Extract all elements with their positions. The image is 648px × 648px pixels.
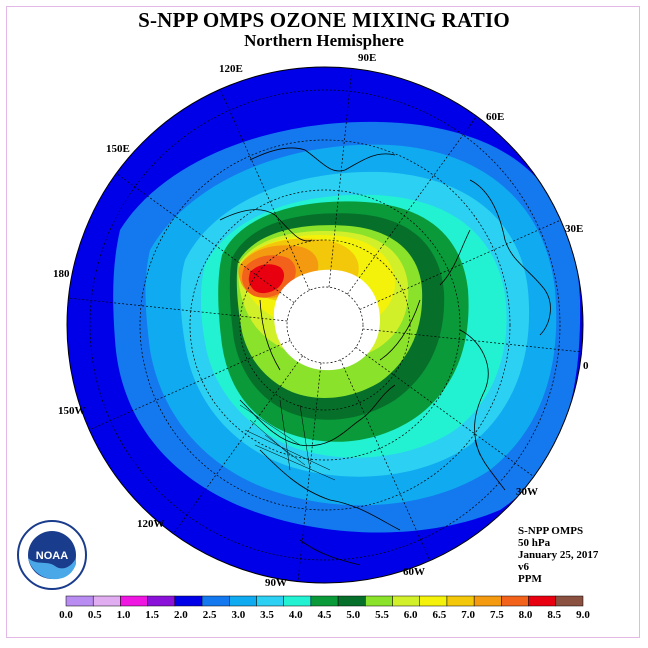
colorbar-cell xyxy=(392,595,420,607)
meridian-line xyxy=(173,355,303,534)
colorbar-cell xyxy=(473,595,502,607)
colorbar-cell xyxy=(201,595,230,607)
colorbar-tick-label: 5.5 xyxy=(375,609,389,621)
colorbar-tick-label: 0.5 xyxy=(87,609,102,621)
coastline xyxy=(379,179,551,491)
lon-label-150w: 150W xyxy=(58,405,86,417)
colorbar-tick-label: 4.0 xyxy=(288,609,303,621)
noaa-logo-icon: NOAA xyxy=(17,520,87,590)
colorbar-tick-label: 6.0 xyxy=(403,609,418,621)
map-subtitle: Northern Hemisphere xyxy=(244,31,404,50)
lon-label-90w: 90W xyxy=(265,577,287,589)
lon-label-30e: 30E xyxy=(565,223,584,235)
info-units: PPM xyxy=(518,573,542,585)
colorbar-cell xyxy=(147,595,176,607)
colorbar-cell xyxy=(419,595,448,607)
colorbar-tick-label: 2.0 xyxy=(174,609,188,621)
lon-label-120e: 120E xyxy=(219,63,243,75)
colorbar-tick-label: 6.5 xyxy=(432,609,447,621)
meridian-line xyxy=(328,68,353,288)
colorbar-tick-label: 8.0 xyxy=(518,609,533,621)
colorbar-tick-label: 1.0 xyxy=(116,609,131,621)
colorbar-cell xyxy=(528,595,557,607)
ozone-band-8-5 xyxy=(248,264,285,294)
colorbar-cell xyxy=(256,595,284,607)
lon-label-60e: 60E xyxy=(486,111,505,123)
colorbar-cell xyxy=(283,595,312,607)
info-instrument: S-NPP OMPS xyxy=(518,525,584,537)
meridian-lines xyxy=(68,68,582,582)
colorbar-tick-label: 2.5 xyxy=(202,609,217,621)
meridian-line xyxy=(347,116,477,295)
colorbar-cell xyxy=(120,595,148,607)
meridian-line xyxy=(355,347,534,477)
meridian-line xyxy=(340,359,431,561)
lon-label-180: 180 xyxy=(53,268,70,280)
polar-night-no-data xyxy=(273,269,380,371)
latitude-circle xyxy=(89,89,561,561)
info-version: v6 xyxy=(518,561,529,573)
colorbar-tick-label: 3.0 xyxy=(231,609,246,621)
colorbar-tick-label: 5.0 xyxy=(346,609,361,621)
colorbar-tick-label: 1.5 xyxy=(145,609,160,621)
map-boundary xyxy=(66,66,584,584)
colorbar-cell xyxy=(365,595,393,607)
meridian-line xyxy=(359,219,561,310)
meridian-line xyxy=(362,328,582,353)
lon-label-90e: 90E xyxy=(358,52,377,64)
map-title: S-NPP OMPS OZONE MIXING RATIO xyxy=(138,8,510,32)
colorbar-cell xyxy=(501,595,529,607)
colorbar-tick-label: 3.5 xyxy=(260,609,274,621)
colorbar-cell xyxy=(92,595,121,607)
colorbar-cell xyxy=(555,595,584,607)
colorbar-tick-label: 0.0 xyxy=(59,609,73,621)
colorbar-tick-label: 7.5 xyxy=(489,609,504,621)
latitude-circle xyxy=(139,139,511,511)
latitude-circle xyxy=(189,189,461,461)
coastline xyxy=(239,384,401,566)
logo-text: NOAA xyxy=(36,550,68,562)
coastline xyxy=(219,147,396,371)
colorbar-tick-label: 9.0 xyxy=(576,609,590,621)
colorbar-cell xyxy=(446,595,475,607)
meridian-line xyxy=(219,89,310,291)
colorbar-cell xyxy=(337,595,366,607)
latitude-circle xyxy=(286,286,364,364)
meridian-line xyxy=(297,362,322,582)
info-date: January 25, 2017 xyxy=(518,549,599,561)
lon-label-30w: 30W xyxy=(516,486,538,498)
colorbar-cell xyxy=(310,595,339,607)
colorbar-tick-label: 8.5 xyxy=(547,609,562,621)
lon-label-150e: 150E xyxy=(106,143,130,155)
lon-label-120w: 120W xyxy=(137,518,165,530)
colorbar-cell xyxy=(65,595,94,607)
colorbar-cell xyxy=(229,595,257,607)
meridian-line xyxy=(68,297,288,322)
state-boundaries xyxy=(239,399,336,481)
meridian-line xyxy=(89,340,291,431)
figure-frame xyxy=(6,6,640,638)
colorbar-tick-label: 4.5 xyxy=(317,609,332,621)
info-level: 50 hPa xyxy=(518,537,551,549)
colorbar-cell xyxy=(174,595,203,607)
colorbar-tick-label: 7.0 xyxy=(461,609,475,621)
meridian-line xyxy=(116,173,295,303)
lon-label-0: 0 xyxy=(583,360,589,372)
lon-label-60w: 60W xyxy=(403,566,425,578)
